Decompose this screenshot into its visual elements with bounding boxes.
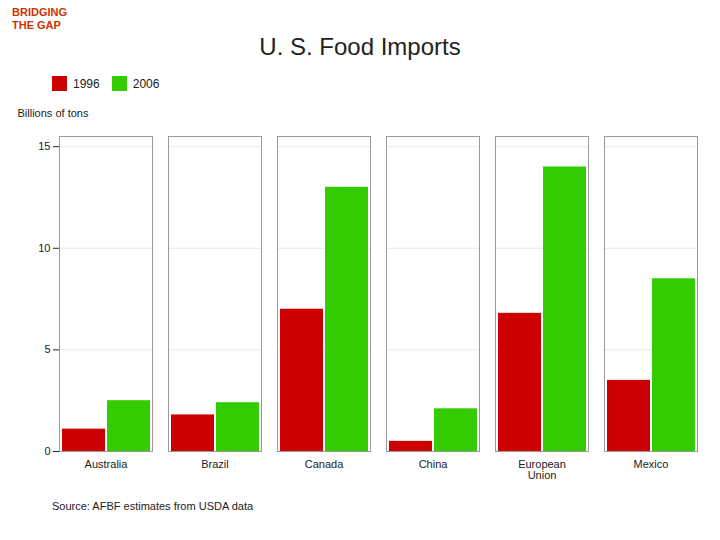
html-text:Source: AFBF estimates from US: Source: AFBF estimates from USDA data (52, 500, 254, 513)
html-text:BRIDGING THE GAP: BRIDGING THE GAP (12, 6, 67, 31)
svg-text:0: 0 (44, 445, 50, 457)
svg-text:Canada: Canada (305, 459, 344, 471)
svg-text:Mexico: Mexico (634, 459, 669, 471)
svg-text:5: 5 (44, 344, 50, 356)
svg-text:Australia: Australia (85, 459, 129, 471)
svg-text:Billions of tons: Billions of tons (18, 108, 89, 120)
svg-text:10: 10 (38, 242, 50, 254)
html-text:U. S. Food Imports: U. S. Food Imports (259, 33, 461, 61)
svg-text:China: China (419, 459, 449, 471)
svg-text:Brazil: Brazil (201, 459, 229, 471)
svg-text:EuropeanUnion: EuropeanUnion (518, 459, 566, 482)
html-text:1996: 1996 (73, 76, 100, 91)
html-text:2006: 2006 (132, 76, 160, 91)
svg-text:15: 15 (38, 140, 50, 152)
